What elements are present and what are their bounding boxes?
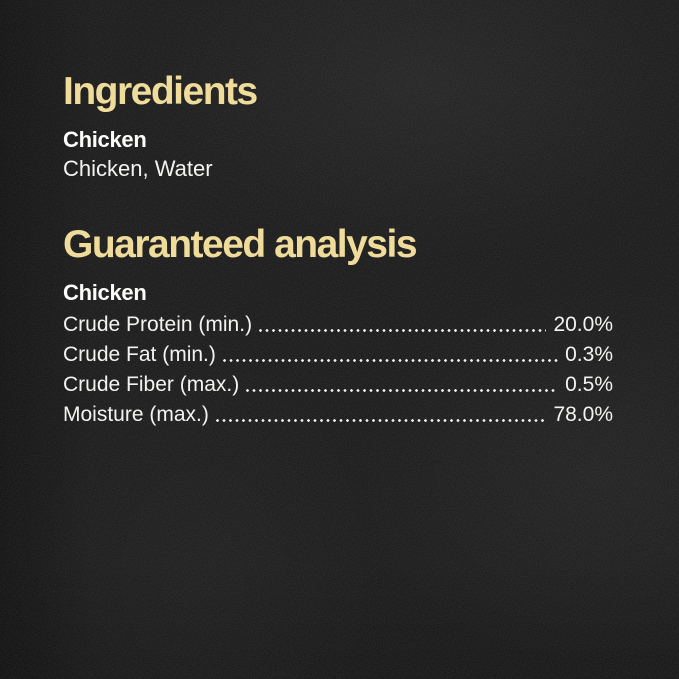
row-value: 78.0% xyxy=(553,403,613,426)
row-value: 0.3% xyxy=(565,343,613,366)
label-content: Ingredients Chicken Chicken, Water Guara… xyxy=(63,72,613,430)
dot-leader xyxy=(222,359,559,362)
analysis-row: Crude Fat (min.) 0.3% xyxy=(63,340,613,370)
analysis-heading: Guaranteed analysis xyxy=(63,223,418,266)
dot-leader xyxy=(259,329,547,332)
analysis-variant: Chicken xyxy=(63,280,147,305)
row-label: Moisture (max.) xyxy=(63,403,209,426)
guaranteed-analysis-section: Guaranteed analysis Chicken Crude Protei… xyxy=(63,225,613,430)
analysis-table: Crude Protein (min.) 20.0% Crude Fat (mi… xyxy=(63,310,613,430)
row-label: Crude Fat (min.) xyxy=(63,343,216,366)
analysis-row: Crude Fiber (max.) 0.5% xyxy=(63,370,613,400)
ingredients-list: Chicken, Water xyxy=(63,156,213,181)
row-label: Crude Fiber (max.) xyxy=(63,373,240,396)
dot-leader xyxy=(246,389,559,392)
analysis-row: Moisture (max.) 78.0% xyxy=(63,400,613,430)
ingredients-section: Ingredients Chicken Chicken, Water xyxy=(63,70,613,182)
dot-leader xyxy=(215,419,547,422)
ingredients-variant: Chicken xyxy=(63,127,147,152)
ingredients-heading: Ingredients xyxy=(63,70,258,113)
row-value: 0.5% xyxy=(565,373,613,396)
analysis-row: Crude Protein (min.) 20.0% xyxy=(63,310,613,340)
row-label: Crude Protein (min.) xyxy=(63,313,253,336)
row-value: 20.0% xyxy=(553,313,613,336)
